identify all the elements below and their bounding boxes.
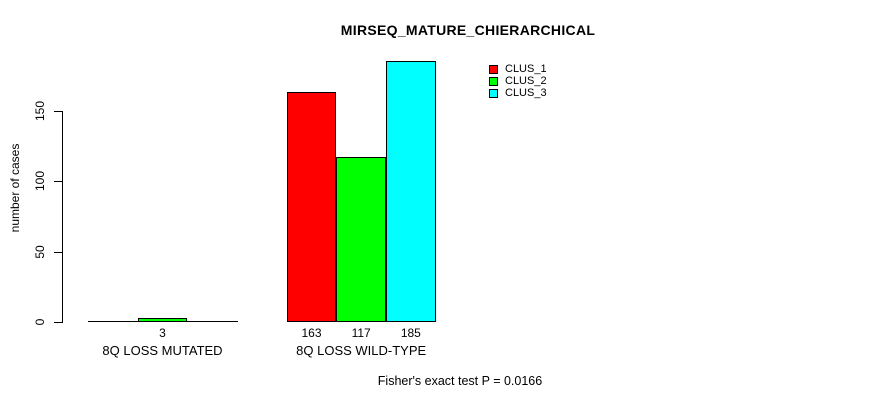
legend-label: CLUS_3 xyxy=(505,87,547,99)
y-tick xyxy=(54,322,62,323)
y-tick-label: 50 xyxy=(33,244,47,259)
y-axis-title: number of cases xyxy=(8,143,22,233)
y-tick-label: 100 xyxy=(33,170,47,192)
bar-value-label: 117 xyxy=(351,326,371,340)
legend-swatch xyxy=(489,64,498,74)
y-tick xyxy=(54,110,62,112)
y-axis-line xyxy=(62,110,63,323)
zero-bar-line xyxy=(88,321,139,322)
legend-label: CLUS_2 xyxy=(505,75,547,87)
legend-label: CLUS_1 xyxy=(505,63,547,75)
bar xyxy=(386,61,436,322)
x-category-label: 8Q LOSS MUTATED xyxy=(102,343,223,358)
x-category-label: 8Q LOSS WILD-TYPE xyxy=(296,343,427,358)
bar xyxy=(137,317,188,322)
y-tick-label: 0 xyxy=(33,318,47,326)
legend: CLUS_1 CLUS_2 CLUS_3 xyxy=(489,63,547,99)
legend-swatch xyxy=(489,88,498,98)
y-tick xyxy=(54,251,62,253)
bar-value-label: 185 xyxy=(400,326,421,340)
bar xyxy=(286,92,337,322)
bar-value-label: 163 xyxy=(301,326,322,340)
bar-value-label: 3 xyxy=(159,326,166,340)
fisher-test-annotation: Fisher's exact test P = 0.0166 xyxy=(377,374,543,388)
legend-item: CLUS_2 xyxy=(489,75,547,87)
bar xyxy=(336,157,386,322)
y-tick-label: 150 xyxy=(33,100,47,121)
legend-swatch xyxy=(489,76,498,86)
zero-bar-line xyxy=(187,321,238,322)
legend-item: CLUS_1 xyxy=(489,63,547,75)
chart-title: MIRSEQ_MATURE_CHIERARCHICAL xyxy=(340,22,596,38)
y-tick xyxy=(54,181,62,182)
legend-item: CLUS_3 xyxy=(489,87,547,99)
